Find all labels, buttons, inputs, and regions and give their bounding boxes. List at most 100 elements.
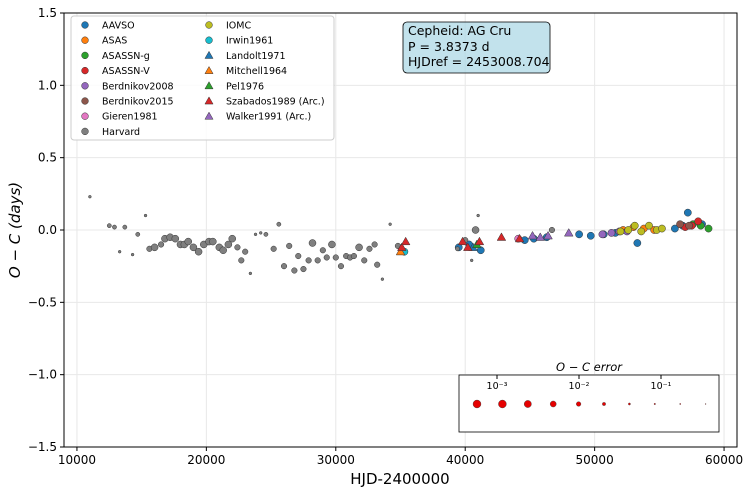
- data-point: [314, 257, 321, 264]
- data-point: [474, 236, 485, 246]
- data-point: [361, 257, 368, 264]
- data-point: [685, 221, 693, 230]
- legend-label: AAVSO: [102, 21, 135, 32]
- y-tick-label: −0.5: [28, 295, 57, 309]
- data-point: [88, 195, 92, 199]
- series-legend: AAVSO ASAS ASASSN-g ASASSN-V Berdnikov2008 Be…: [70, 15, 335, 141]
- data-point: [374, 261, 381, 268]
- data-point: [270, 245, 277, 252]
- x-tick-label: 60000: [705, 453, 743, 467]
- data-point: [323, 254, 330, 261]
- legend-label: Landolt1971: [226, 51, 286, 62]
- data-point: [259, 231, 263, 235]
- data-point: [543, 230, 553, 240]
- data-point: [704, 224, 713, 233]
- y-tick-label: −1.5: [28, 440, 57, 454]
- data-point: [683, 208, 692, 217]
- data-point: [350, 252, 357, 260]
- legend-marker: [204, 66, 214, 74]
- legend-marker: [204, 111, 214, 120]
- y-tick-label: 1.5: [38, 6, 57, 20]
- error-size-marker: [549, 400, 557, 408]
- data-point: [671, 224, 679, 233]
- legend-marker: [81, 36, 89, 44]
- error-legend-title: O − C error: [556, 360, 623, 374]
- data-point: [548, 226, 555, 234]
- legend-label: ASASSN-g: [102, 51, 150, 62]
- info-box: Cepheid: AG Cru P = 3.8373 d HJDref = 24…: [402, 21, 551, 74]
- data-points: [88, 195, 713, 281]
- data-point: [400, 236, 411, 246]
- data-point: [234, 244, 241, 251]
- data-point: [471, 226, 480, 234]
- data-point: [150, 243, 159, 252]
- legend-label: Irwin1961: [226, 36, 273, 47]
- data-point: [189, 243, 198, 252]
- error-legend-tick-label: 10⁻¹: [651, 381, 672, 392]
- data-point: [630, 221, 639, 230]
- legend-label: Mitchell1964: [226, 66, 287, 77]
- data-point: [253, 232, 258, 236]
- data-point: [184, 237, 192, 246]
- data-point: [135, 231, 141, 237]
- info-star-name: Cepheid: AG Cru: [408, 23, 511, 38]
- data-point: [598, 230, 607, 239]
- data-point: [308, 239, 317, 247]
- data-point: [676, 220, 684, 229]
- data-point: [332, 254, 339, 261]
- legend-marker: [81, 112, 89, 120]
- x-axis-label: HJD-2400000: [350, 470, 449, 488]
- legend-frame: [70, 15, 335, 141]
- legend-marker: [205, 36, 213, 44]
- data-point: [263, 231, 269, 237]
- data-point: [455, 246, 460, 252]
- data-point: [535, 232, 546, 241]
- data-point: [645, 221, 653, 230]
- x-tick-label: 50000: [576, 453, 614, 467]
- data-point: [112, 224, 117, 230]
- data-point: [194, 247, 203, 256]
- data-point: [496, 232, 507, 241]
- x-tick-label: 40000: [446, 453, 484, 467]
- x-tick-label: 30000: [317, 453, 355, 467]
- data-point: [295, 252, 302, 260]
- legend-marker: [81, 51, 89, 60]
- data-point: [242, 248, 249, 255]
- data-point: [219, 246, 227, 255]
- data-point: [158, 241, 165, 248]
- x-tick-label: 10000: [58, 453, 96, 467]
- data-point: [238, 257, 245, 264]
- y-axis-label: O − C (days): [6, 182, 24, 278]
- data-point: [224, 240, 233, 249]
- y-tick-label: −1.0: [28, 368, 57, 382]
- data-point: [143, 213, 148, 218]
- legend-marker: [205, 21, 213, 29]
- legend-label: Harvard: [102, 127, 140, 138]
- data-point: [122, 224, 128, 230]
- data-point: [388, 222, 392, 226]
- data-point: [633, 239, 642, 247]
- data-point: [575, 230, 583, 239]
- data-point: [624, 226, 633, 234]
- data-point: [514, 233, 525, 243]
- error-legend-tick-label: 10⁻²: [569, 381, 590, 392]
- error-size-marker: [524, 400, 532, 408]
- info-period: P = 3.8373 d: [408, 39, 490, 54]
- legend-label: Pel1976: [226, 81, 264, 92]
- legend-label: Berdnikov2008: [102, 81, 174, 92]
- legend-label: Berdnikov2015: [102, 97, 174, 108]
- legend-marker: [204, 96, 214, 105]
- data-point: [291, 267, 298, 274]
- data-point: [470, 258, 474, 263]
- data-point: [209, 237, 217, 246]
- data-point: [395, 246, 406, 256]
- legend-label: ASAS: [102, 36, 127, 47]
- x-tick-label: 20000: [187, 453, 225, 467]
- legend-marker: [81, 127, 89, 136]
- data-point: [366, 245, 373, 252]
- data-point: [380, 277, 385, 281]
- y-tick-label: 0.5: [38, 151, 57, 165]
- legend-marker: [81, 97, 89, 105]
